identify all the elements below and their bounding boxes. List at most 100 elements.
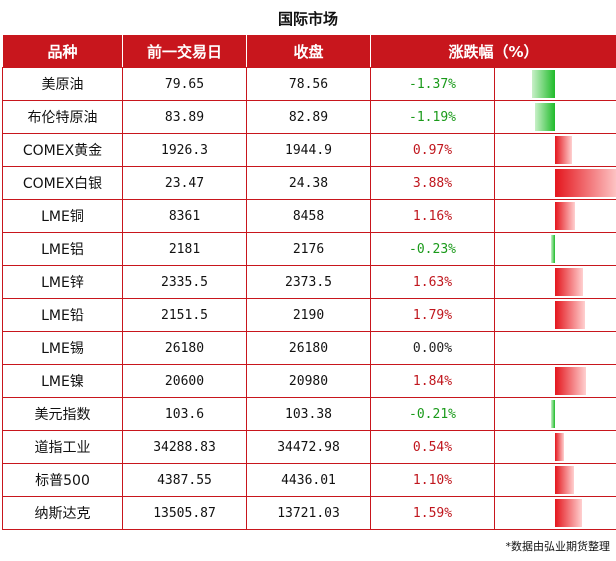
bar-up <box>555 268 583 296</box>
cell-close: 2176 <box>246 232 371 266</box>
cell-change-pct: -0.23% <box>370 232 495 266</box>
cell-close: 26180 <box>246 331 371 365</box>
cell-change-bar <box>494 397 616 431</box>
table-header-row: 品种 前一交易日 收盘 涨跌幅（%） <box>2 34 616 68</box>
bar-down <box>551 235 555 263</box>
market-table: 品种 前一交易日 收盘 涨跌幅（%） 美原油 79.65 78.56 -1.37% 布伦… <box>2 34 616 530</box>
cell-change-bar <box>494 331 616 365</box>
bar-down <box>551 400 555 428</box>
header-change-pct: 涨跌幅（%） <box>370 34 616 68</box>
cell-change-pct: 1.79% <box>370 298 495 332</box>
cell-change-pct: 1.16% <box>370 199 495 233</box>
cell-variety: COMEX白银 <box>2 166 123 200</box>
table-row: LME铜 8361 8458 1.16% <box>2 199 616 233</box>
cell-change-bar <box>494 298 616 332</box>
cell-change-bar <box>494 496 616 530</box>
cell-change-bar <box>494 199 616 233</box>
cell-close: 82.89 <box>246 100 371 134</box>
cell-prev-day: 23.47 <box>122 166 247 200</box>
cell-variety: 美原油 <box>2 67 123 101</box>
table-row: 布伦特原油 83.89 82.89 -1.19% <box>2 100 616 134</box>
bar-up <box>555 499 583 527</box>
bar-up <box>555 136 572 164</box>
table-row: 纳斯达克 13505.87 13721.03 1.59% <box>2 496 616 530</box>
cell-prev-day: 13505.87 <box>122 496 247 530</box>
cell-close: 8458 <box>246 199 371 233</box>
cell-variety: LME锡 <box>2 331 123 365</box>
cell-change-bar <box>494 100 616 134</box>
table-row: 标普500 4387.55 4436.01 1.10% <box>2 463 616 497</box>
cell-close: 2373.5 <box>246 265 371 299</box>
cell-variety: LME铜 <box>2 199 123 233</box>
bar-down <box>534 103 555 131</box>
table-row: COMEX白银 23.47 24.38 3.88% <box>2 166 616 200</box>
cell-variety: 布伦特原油 <box>2 100 123 134</box>
cell-prev-day: 2181 <box>122 232 247 266</box>
cell-close: 24.38 <box>246 166 371 200</box>
cell-variety: 纳斯达克 <box>2 496 123 530</box>
cell-variety: COMEX黄金 <box>2 133 123 167</box>
cell-change-pct: 0.54% <box>370 430 495 464</box>
table-row: LME铝 2181 2176 -0.23% <box>2 232 616 266</box>
cell-prev-day: 26180 <box>122 331 247 365</box>
cell-variety: LME铝 <box>2 232 123 266</box>
cell-change-bar <box>494 463 616 497</box>
cell-close: 4436.01 <box>246 463 371 497</box>
cell-change-bar <box>494 430 616 464</box>
cell-change-pct: -1.19% <box>370 100 495 134</box>
bar-up <box>555 301 586 329</box>
table-row: LME铅 2151.5 2190 1.79% <box>2 298 616 332</box>
table-row: 美原油 79.65 78.56 -1.37% <box>2 67 616 101</box>
cell-prev-day: 79.65 <box>122 67 247 101</box>
cell-change-bar <box>494 166 616 200</box>
cell-prev-day: 34288.83 <box>122 430 247 464</box>
cell-variety: 美元指数 <box>2 397 123 431</box>
table-row: 美元指数 103.6 103.38 -0.21% <box>2 397 616 431</box>
bar-up <box>555 466 574 494</box>
table-row: LME锡 26180 26180 0.00% <box>2 331 616 365</box>
cell-change-pct: -1.37% <box>370 67 495 101</box>
cell-change-pct: 0.97% <box>370 133 495 167</box>
cell-prev-day: 83.89 <box>122 100 247 134</box>
bar-up <box>555 202 575 230</box>
header-prev-day: 前一交易日 <box>122 34 247 68</box>
cell-close: 1944.9 <box>246 133 371 167</box>
cell-close: 103.38 <box>246 397 371 431</box>
cell-close: 13721.03 <box>246 496 371 530</box>
cell-variety: LME铅 <box>2 298 123 332</box>
cell-close: 78.56 <box>246 67 371 101</box>
bar-down <box>531 70 555 98</box>
cell-close: 2190 <box>246 298 371 332</box>
cell-prev-day: 103.6 <box>122 397 247 431</box>
cell-prev-day: 20600 <box>122 364 247 398</box>
cell-prev-day: 2335.5 <box>122 265 247 299</box>
cell-change-bar <box>494 67 616 101</box>
table-row: COMEX黄金 1926.3 1944.9 0.97% <box>2 133 616 167</box>
bar-up <box>555 169 616 197</box>
table-row: LME镍 20600 20980 1.84% <box>2 364 616 398</box>
cell-change-pct: 0.00% <box>370 331 495 365</box>
header-variety: 品种 <box>2 34 123 68</box>
cell-variety: 标普500 <box>2 463 123 497</box>
cell-change-pct: 1.63% <box>370 265 495 299</box>
cell-close: 34472.98 <box>246 430 371 464</box>
page-title: 国际市场 <box>277 10 338 28</box>
cell-change-bar <box>494 265 616 299</box>
cell-change-bar <box>494 364 616 398</box>
cell-prev-day: 4387.55 <box>122 463 247 497</box>
table-row: LME锌 2335.5 2373.5 1.63% <box>2 265 616 299</box>
cell-change-pct: -0.21% <box>370 397 495 431</box>
cell-variety: LME镍 <box>2 364 123 398</box>
cell-change-bar <box>494 133 616 167</box>
header-close: 收盘 <box>246 34 371 68</box>
cell-variety: LME锌 <box>2 265 123 299</box>
table-row: 道指工业 34288.83 34472.98 0.54% <box>2 430 616 464</box>
cell-variety: 道指工业 <box>2 430 123 464</box>
bar-up <box>555 433 565 461</box>
cell-change-pct: 1.84% <box>370 364 495 398</box>
cell-change-pct: 1.10% <box>370 463 495 497</box>
cell-change-pct: 1.59% <box>370 496 495 530</box>
cell-prev-day: 2151.5 <box>122 298 247 332</box>
cell-prev-day: 8361 <box>122 199 247 233</box>
bar-up <box>555 367 587 395</box>
